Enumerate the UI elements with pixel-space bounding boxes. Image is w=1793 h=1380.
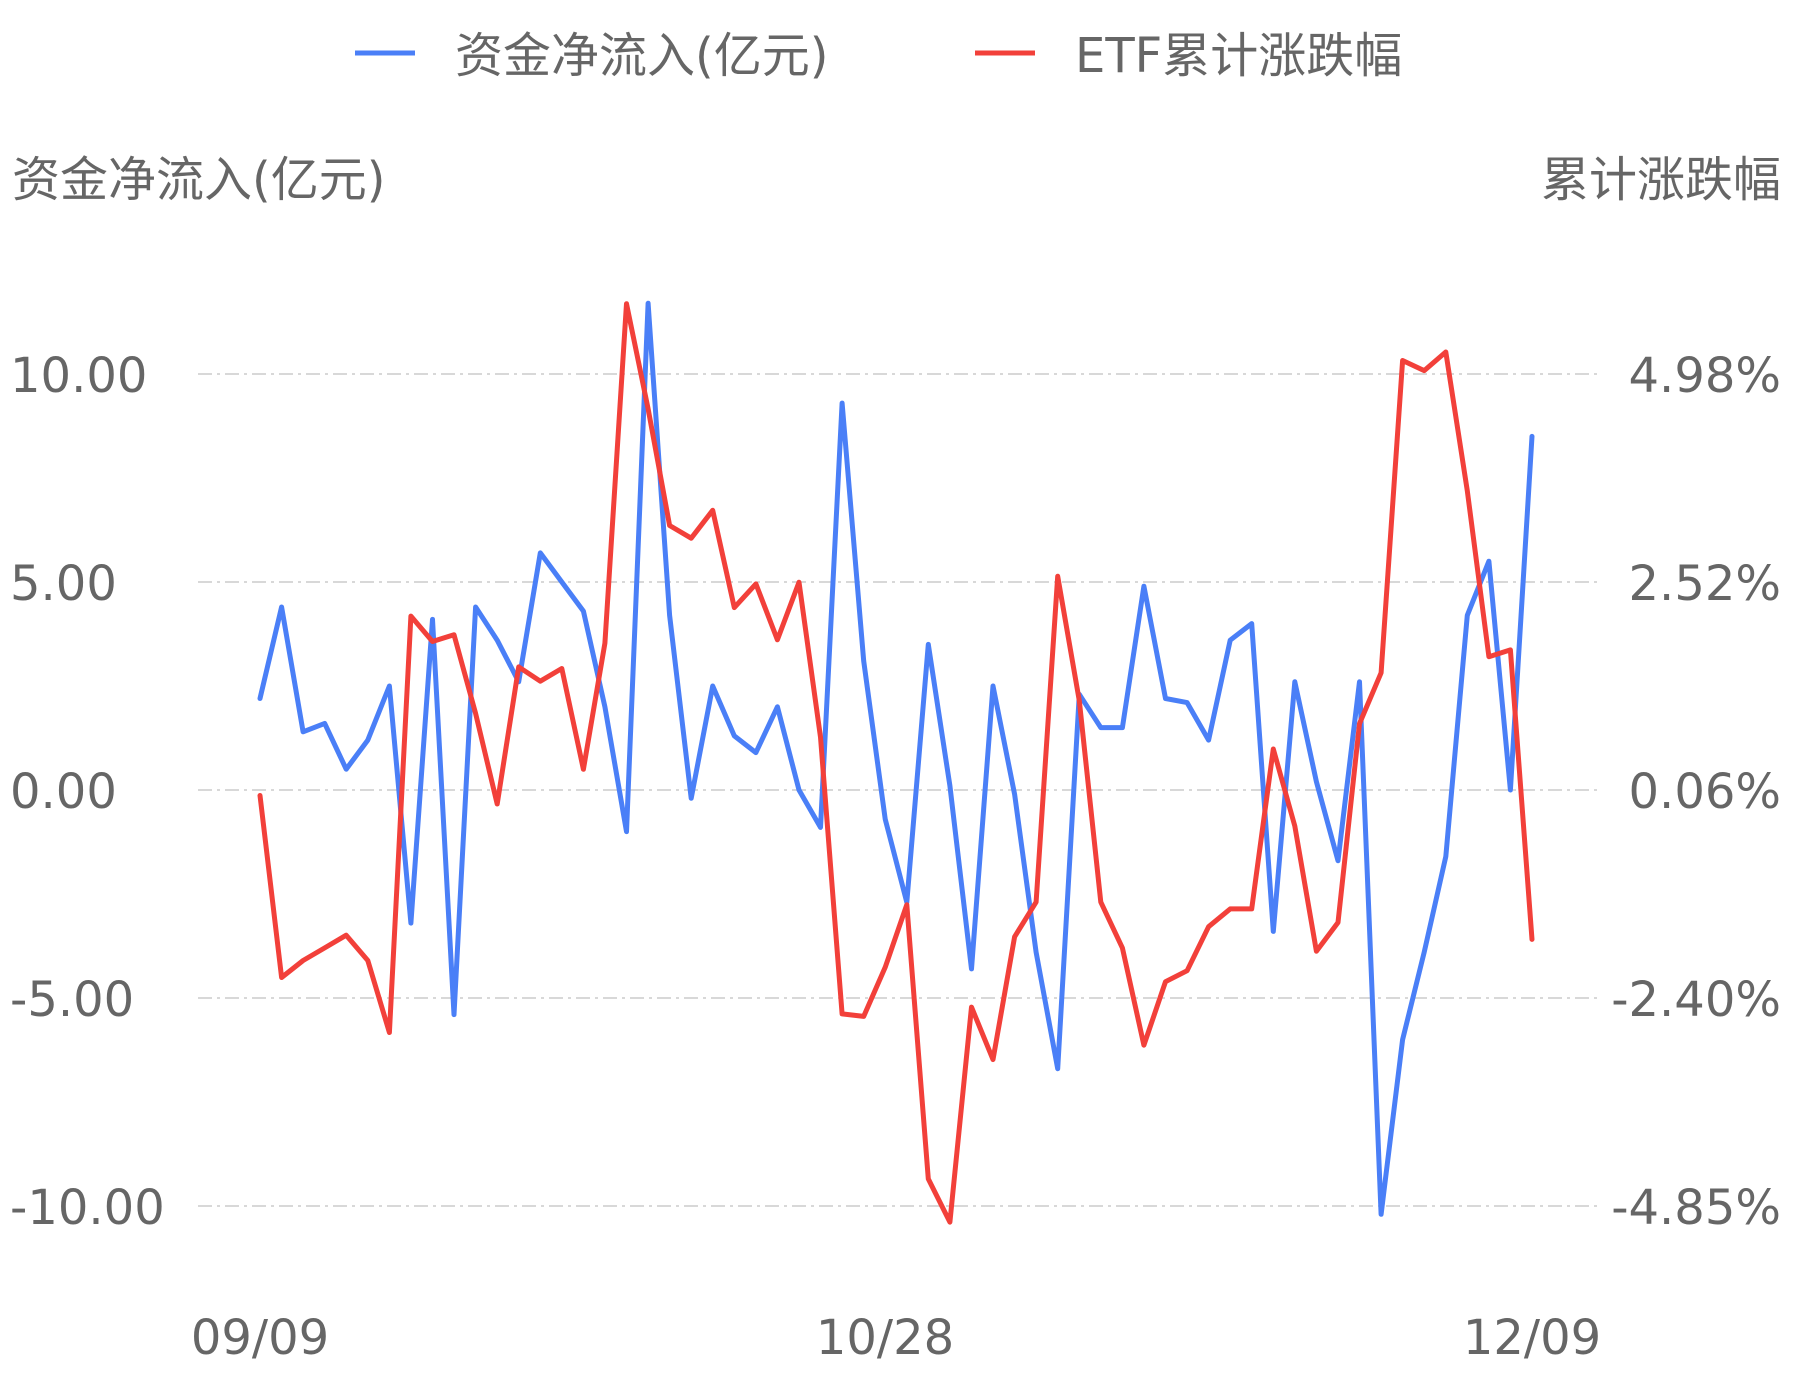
series-line-etf-change <box>257 301 1535 1225</box>
y-left-tick-label: 5.00 <box>10 556 117 612</box>
y-right-tick-label: -2.40% <box>1611 972 1781 1028</box>
y-right-ticks: 4.98% 2.52% 0.06% -2.40% -4.85% <box>1611 348 1781 1236</box>
y-right-axis-title: 累计涨跌幅 <box>1541 152 1781 208</box>
y-right-tick-label: -4.85% <box>1611 1180 1781 1236</box>
series-line-net-inflow <box>257 300 1535 1217</box>
y-left-ticks: 10.00 5.00 0.00 -5.00 -10.00 <box>10 348 165 1236</box>
y-right-tick-label: 2.52% <box>1629 556 1781 612</box>
x-tick-label: 12/09 <box>1463 1310 1601 1366</box>
legend: 资金净流入(亿元) ETF累计涨跌幅 <box>355 28 1402 84</box>
legend-label-etf-change: ETF累计涨跌幅 <box>1075 28 1402 84</box>
legend-label-net-inflow: 资金净流入(亿元) <box>455 28 828 84</box>
grid <box>198 373 1600 1207</box>
x-ticks: 09/09 10/28 12/09 <box>191 1310 1601 1366</box>
x-tick-label: 10/28 <box>816 1310 954 1366</box>
y-left-tick-label: -5.00 <box>10 972 134 1028</box>
y-left-tick-label: 0.00 <box>10 764 117 820</box>
x-tick-label: 09/09 <box>191 1310 329 1366</box>
y-left-tick-label: -10.00 <box>10 1180 165 1236</box>
series-layer <box>257 300 1535 1225</box>
y-left-tick-label: 10.00 <box>10 348 147 404</box>
y-right-tick-label: 4.98% <box>1629 348 1781 404</box>
y-right-tick-label: 0.06% <box>1629 764 1781 820</box>
y-left-axis-title: 资金净流入(亿元) <box>12 152 385 208</box>
